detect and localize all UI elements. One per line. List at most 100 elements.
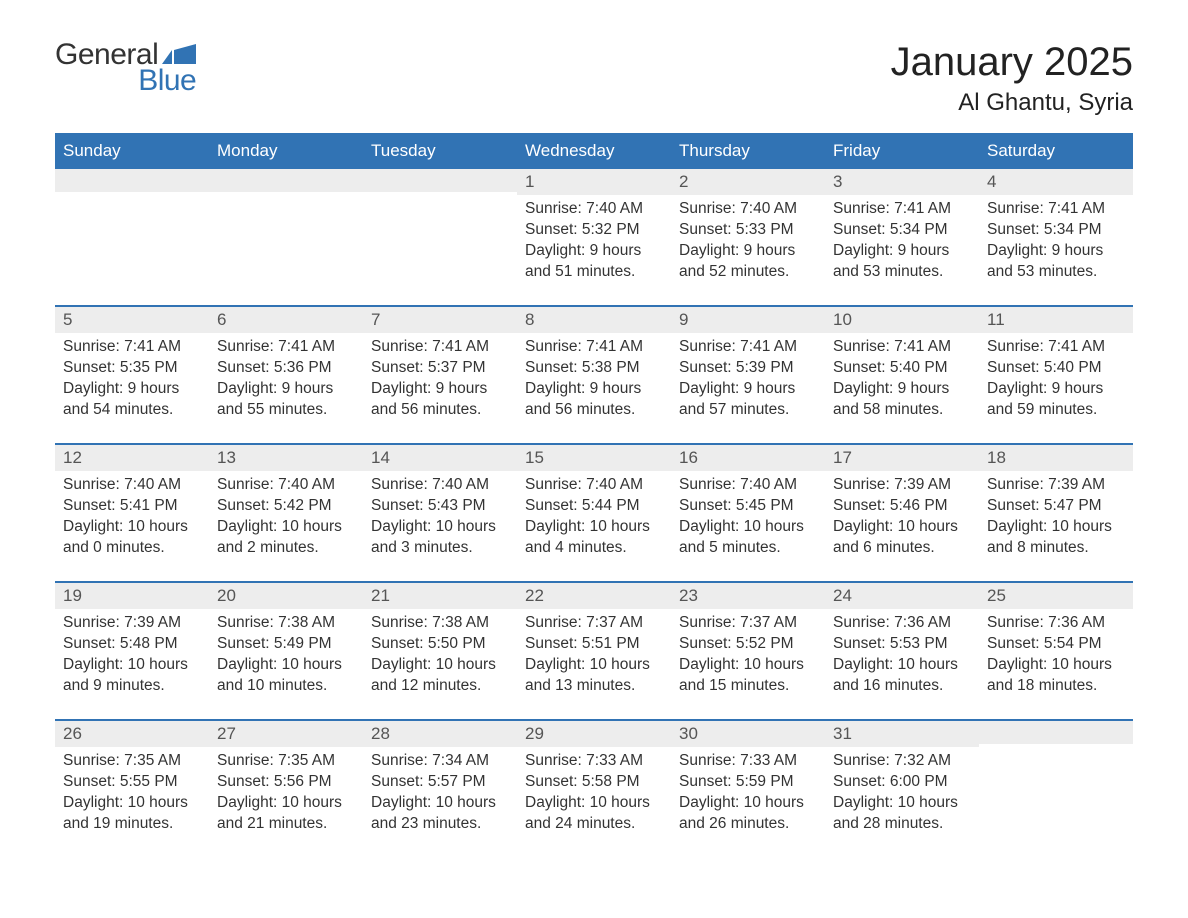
daylight-text: Daylight: 10 hours and 5 minutes. <box>679 517 817 559</box>
day-number: 18 <box>979 443 1133 471</box>
daylight-text: Daylight: 10 hours and 19 minutes. <box>63 793 201 835</box>
weekday-header: Sunday <box>55 134 209 167</box>
day-data: Sunrise: 7:40 AMSunset: 5:32 PMDaylight:… <box>517 195 671 289</box>
day-data: Sunrise: 7:32 AMSunset: 6:00 PMDaylight:… <box>825 747 979 841</box>
calendar-week-row: 19Sunrise: 7:39 AMSunset: 5:48 PMDayligh… <box>55 581 1133 719</box>
weekday-header: Monday <box>209 134 363 167</box>
day-data: Sunrise: 7:40 AMSunset: 5:45 PMDaylight:… <box>671 471 825 565</box>
sunrise-text: Sunrise: 7:40 AM <box>525 199 663 220</box>
sunrise-text: Sunrise: 7:41 AM <box>217 337 355 358</box>
calendar-day-cell: 27Sunrise: 7:35 AMSunset: 5:56 PMDayligh… <box>209 719 363 857</box>
day-number: 12 <box>55 443 209 471</box>
sunrise-text: Sunrise: 7:39 AM <box>987 475 1125 496</box>
calendar-day-cell: 4Sunrise: 7:41 AMSunset: 5:34 PMDaylight… <box>979 167 1133 305</box>
daylight-text: Daylight: 10 hours and 16 minutes. <box>833 655 971 697</box>
calendar-day-cell: 24Sunrise: 7:36 AMSunset: 5:53 PMDayligh… <box>825 581 979 719</box>
month-title: January 2025 <box>891 40 1133 85</box>
sunrise-text: Sunrise: 7:36 AM <box>833 613 971 634</box>
calendar-day-cell: 18Sunrise: 7:39 AMSunset: 5:47 PMDayligh… <box>979 443 1133 581</box>
day-data: Sunrise: 7:40 AMSunset: 5:41 PMDaylight:… <box>55 471 209 565</box>
sunrise-text: Sunrise: 7:41 AM <box>63 337 201 358</box>
weekday-header: Saturday <box>979 134 1133 167</box>
daylight-text: Daylight: 9 hours and 52 minutes. <box>679 241 817 283</box>
day-number: 7 <box>363 305 517 333</box>
daylight-text: Daylight: 9 hours and 59 minutes. <box>987 379 1125 421</box>
calendar-day-cell: 3Sunrise: 7:41 AMSunset: 5:34 PMDaylight… <box>825 167 979 305</box>
day-data: Sunrise: 7:40 AMSunset: 5:43 PMDaylight:… <box>363 471 517 565</box>
day-data: Sunrise: 7:37 AMSunset: 5:51 PMDaylight:… <box>517 609 671 703</box>
daylight-text: Daylight: 10 hours and 2 minutes. <box>217 517 355 559</box>
day-data: Sunrise: 7:41 AMSunset: 5:34 PMDaylight:… <box>825 195 979 289</box>
calendar-day-cell: 8Sunrise: 7:41 AMSunset: 5:38 PMDaylight… <box>517 305 671 443</box>
day-number: 16 <box>671 443 825 471</box>
sunrise-text: Sunrise: 7:40 AM <box>217 475 355 496</box>
sunrise-text: Sunrise: 7:39 AM <box>833 475 971 496</box>
day-number <box>979 719 1133 744</box>
sunrise-text: Sunrise: 7:41 AM <box>833 199 971 220</box>
day-data: Sunrise: 7:33 AMSunset: 5:59 PMDaylight:… <box>671 747 825 841</box>
day-data: Sunrise: 7:41 AMSunset: 5:37 PMDaylight:… <box>363 333 517 427</box>
day-number <box>363 167 517 192</box>
page-header: General Blue January 2025 Al Ghantu, Syr… <box>55 40 1133 127</box>
sunrise-text: Sunrise: 7:36 AM <box>987 613 1125 634</box>
calendar-day-cell: 17Sunrise: 7:39 AMSunset: 5:46 PMDayligh… <box>825 443 979 581</box>
day-data: Sunrise: 7:41 AMSunset: 5:40 PMDaylight:… <box>825 333 979 427</box>
calendar-day-cell: 19Sunrise: 7:39 AMSunset: 5:48 PMDayligh… <box>55 581 209 719</box>
sunrise-text: Sunrise: 7:40 AM <box>679 199 817 220</box>
day-data: Sunrise: 7:40 AMSunset: 5:33 PMDaylight:… <box>671 195 825 289</box>
sunset-text: Sunset: 5:35 PM <box>63 358 201 379</box>
calendar-week-row: 12Sunrise: 7:40 AMSunset: 5:41 PMDayligh… <box>55 443 1133 581</box>
sunset-text: Sunset: 5:44 PM <box>525 496 663 517</box>
daylight-text: Daylight: 10 hours and 28 minutes. <box>833 793 971 835</box>
daylight-text: Daylight: 10 hours and 8 minutes. <box>987 517 1125 559</box>
day-data: Sunrise: 7:41 AMSunset: 5:34 PMDaylight:… <box>979 195 1133 289</box>
day-number: 10 <box>825 305 979 333</box>
sunset-text: Sunset: 5:41 PM <box>63 496 201 517</box>
calendar-day-cell: 20Sunrise: 7:38 AMSunset: 5:49 PMDayligh… <box>209 581 363 719</box>
calendar-body: 1Sunrise: 7:40 AMSunset: 5:32 PMDaylight… <box>55 167 1133 857</box>
calendar-day-cell: 1Sunrise: 7:40 AMSunset: 5:32 PMDaylight… <box>517 167 671 305</box>
calendar-week-row: 1Sunrise: 7:40 AMSunset: 5:32 PMDaylight… <box>55 167 1133 305</box>
day-number: 3 <box>825 167 979 195</box>
weekday-header: Thursday <box>671 134 825 167</box>
logo: General Blue <box>55 40 196 96</box>
sunset-text: Sunset: 5:34 PM <box>833 220 971 241</box>
sunset-text: Sunset: 5:38 PM <box>525 358 663 379</box>
sunrise-text: Sunrise: 7:35 AM <box>217 751 355 772</box>
day-data: Sunrise: 7:34 AMSunset: 5:57 PMDaylight:… <box>363 747 517 841</box>
day-number: 31 <box>825 719 979 747</box>
sunrise-text: Sunrise: 7:34 AM <box>371 751 509 772</box>
sunrise-text: Sunrise: 7:41 AM <box>371 337 509 358</box>
day-data: Sunrise: 7:38 AMSunset: 5:49 PMDaylight:… <box>209 609 363 703</box>
sunrise-text: Sunrise: 7:33 AM <box>679 751 817 772</box>
daylight-text: Daylight: 10 hours and 4 minutes. <box>525 517 663 559</box>
day-data: Sunrise: 7:37 AMSunset: 5:52 PMDaylight:… <box>671 609 825 703</box>
daylight-text: Daylight: 10 hours and 26 minutes. <box>679 793 817 835</box>
daylight-text: Daylight: 9 hours and 56 minutes. <box>525 379 663 421</box>
sunset-text: Sunset: 6:00 PM <box>833 772 971 793</box>
sunrise-text: Sunrise: 7:41 AM <box>987 199 1125 220</box>
sunrise-text: Sunrise: 7:37 AM <box>525 613 663 634</box>
calendar-day-cell: 31Sunrise: 7:32 AMSunset: 6:00 PMDayligh… <box>825 719 979 857</box>
sunset-text: Sunset: 5:59 PM <box>679 772 817 793</box>
day-number: 19 <box>55 581 209 609</box>
daylight-text: Daylight: 9 hours and 53 minutes. <box>833 241 971 283</box>
calendar-day-cell: 7Sunrise: 7:41 AMSunset: 5:37 PMDaylight… <box>363 305 517 443</box>
day-number: 30 <box>671 719 825 747</box>
day-data: Sunrise: 7:33 AMSunset: 5:58 PMDaylight:… <box>517 747 671 841</box>
daylight-text: Daylight: 9 hours and 57 minutes. <box>679 379 817 421</box>
day-number: 2 <box>671 167 825 195</box>
day-number: 22 <box>517 581 671 609</box>
daylight-text: Daylight: 9 hours and 56 minutes. <box>371 379 509 421</box>
day-number: 15 <box>517 443 671 471</box>
day-number <box>209 167 363 192</box>
daylight-text: Daylight: 10 hours and 3 minutes. <box>371 517 509 559</box>
daylight-text: Daylight: 10 hours and 15 minutes. <box>679 655 817 697</box>
calendar-day-cell: 14Sunrise: 7:40 AMSunset: 5:43 PMDayligh… <box>363 443 517 581</box>
sunset-text: Sunset: 5:49 PM <box>217 634 355 655</box>
sunrise-text: Sunrise: 7:40 AM <box>525 475 663 496</box>
day-number: 21 <box>363 581 517 609</box>
calendar-day-cell: 16Sunrise: 7:40 AMSunset: 5:45 PMDayligh… <box>671 443 825 581</box>
sunset-text: Sunset: 5:55 PM <box>63 772 201 793</box>
sunrise-text: Sunrise: 7:38 AM <box>217 613 355 634</box>
